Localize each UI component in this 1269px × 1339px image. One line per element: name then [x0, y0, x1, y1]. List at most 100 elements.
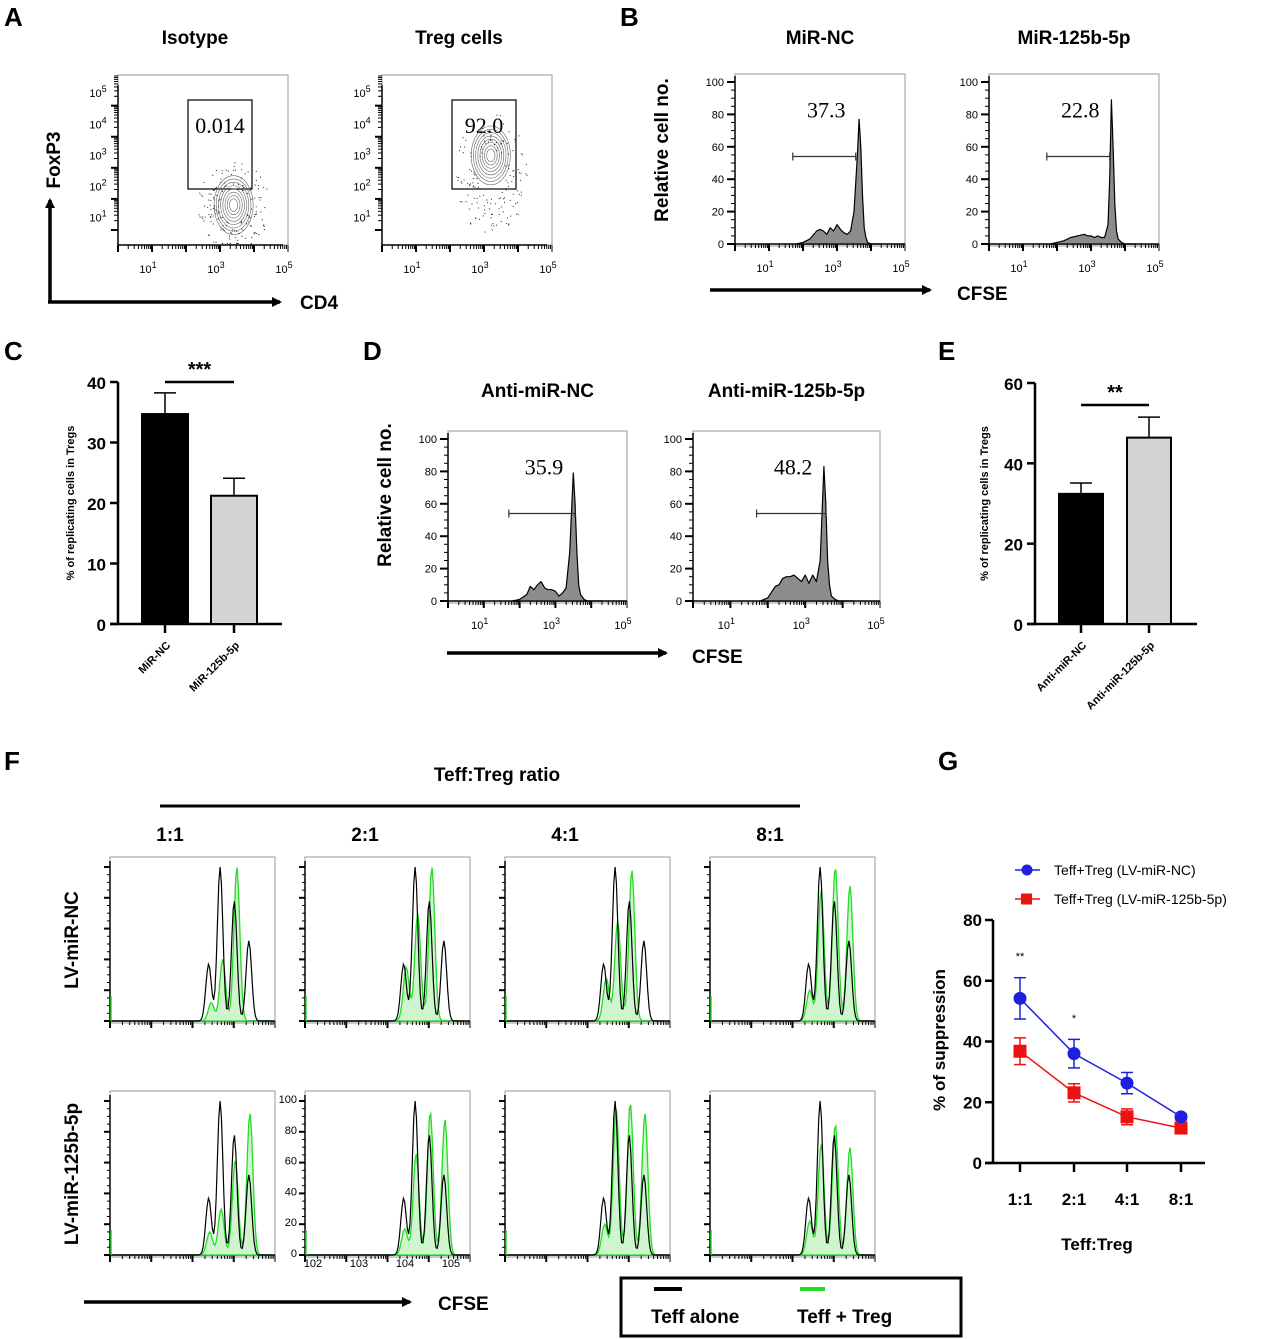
- y-tick-label: 80: [670, 466, 682, 478]
- y-tick-label: 101: [353, 209, 370, 225]
- event-dot: [456, 176, 458, 178]
- event-dot: [208, 234, 210, 236]
- event-dot: [500, 115, 502, 117]
- event-dot: [525, 164, 527, 166]
- event-dot: [263, 228, 265, 230]
- event-dot: [483, 135, 485, 137]
- event-dot: [479, 195, 481, 197]
- event-dot: [212, 189, 214, 191]
- column-label-2-1: 2:1: [351, 825, 379, 846]
- x-tick-label: 103: [350, 1258, 368, 1270]
- event-dot: [225, 169, 227, 171]
- overlay-histogram-lv-mir-125b-5p-2-1: 0 20 40 60 80 100 102 103 104 105: [279, 1090, 471, 1270]
- plot-title: Isotype: [162, 28, 229, 49]
- histogram-mir-125b-5p: MiR-125b-5p 0 20 40 60 80 100 101 103 105 22.8: [960, 28, 1164, 275]
- teff-alone-curve: [308, 866, 465, 1022]
- event-dot: [212, 207, 214, 209]
- plot-frame: [504, 856, 671, 1024]
- event-dot: [216, 210, 218, 212]
- gate-value: 92.0: [465, 113, 504, 138]
- event-dot: [483, 205, 485, 207]
- x-tick-label: MiR-125b-5p: [187, 639, 242, 694]
- event-dot: [242, 190, 244, 192]
- event-dot: [502, 198, 504, 200]
- contour-line: [220, 185, 247, 225]
- event-dot: [520, 153, 522, 155]
- histogram-area: [759, 465, 855, 602]
- event-dot: [505, 189, 507, 191]
- event-dot: [498, 208, 500, 210]
- event-dot: [204, 216, 206, 218]
- event-dot: [255, 233, 257, 235]
- event-dot: [258, 197, 260, 199]
- event-dot: [266, 188, 268, 190]
- legend-label: Teff + Treg: [797, 1307, 892, 1328]
- panel-label-c: C: [4, 336, 23, 366]
- x-tick-label: 103: [543, 616, 560, 632]
- x-axis-label: CFSE: [957, 284, 1008, 305]
- y-tick-label: 40: [966, 174, 978, 186]
- x-tick-label: MiR-NC: [137, 640, 174, 677]
- event-dot: [251, 185, 253, 187]
- event-dot: [251, 208, 253, 210]
- event-dot: [201, 216, 203, 218]
- event-dot: [225, 185, 227, 187]
- event-dot: [198, 214, 200, 216]
- teff-treg-curve: [308, 1111, 465, 1256]
- y-tick-label: 103: [353, 146, 370, 162]
- x-tick-label: 101: [471, 616, 488, 632]
- event-dot: [481, 152, 483, 154]
- significance-marker: **: [1016, 951, 1025, 963]
- y-tick-label: 60: [285, 1156, 297, 1168]
- event-dot: [241, 235, 243, 237]
- event-dot: [214, 205, 216, 207]
- event-dot: [459, 201, 461, 203]
- event-dot: [249, 217, 251, 219]
- teff-alone-curve: [713, 866, 870, 1022]
- y-axis-label: FoxP3: [44, 131, 65, 188]
- series-lv-mir-125b-5p: [1013, 1037, 1188, 1135]
- event-dot: [231, 232, 233, 234]
- event-dot: [214, 209, 216, 211]
- event-dot: [491, 229, 493, 231]
- x-tick-label: 101: [139, 260, 156, 276]
- event-dot: [487, 141, 489, 143]
- x-axis-label: Teff:Treg: [1061, 1235, 1132, 1254]
- event-dot: [207, 207, 209, 209]
- y-tick-label: 0: [973, 1154, 982, 1173]
- event-dot: [501, 191, 503, 193]
- event-dot: [496, 114, 498, 116]
- event-dot: [502, 140, 504, 142]
- event-dot: [463, 179, 465, 181]
- y-tick-label: 102: [353, 177, 370, 193]
- event-dot: [516, 202, 518, 204]
- flow-plot-0-isotype: Isotype 101 102 103 104 105 101 103 105 0.014: [89, 28, 292, 276]
- event-dot: [241, 163, 243, 165]
- event-dot: [520, 172, 522, 174]
- event-dot: [508, 168, 510, 170]
- event-dot: [218, 212, 220, 214]
- event-dot: [247, 171, 249, 173]
- event-dot: [209, 204, 211, 206]
- event-dot: [475, 217, 477, 219]
- histogram-mir-nc: MiR-NC 0 20 40 60 80 100 101 103 105 37.3: [706, 28, 910, 275]
- event-dot: [469, 185, 471, 187]
- event-dot: [253, 215, 255, 217]
- event-dot: [519, 179, 521, 181]
- event-dot: [511, 181, 513, 183]
- y-tick-label: 20: [670, 564, 682, 576]
- contour-line: [218, 182, 250, 229]
- event-dot: [476, 198, 478, 200]
- y-tick-label: 20: [87, 495, 106, 514]
- event-dot: [220, 229, 222, 231]
- x-axis-label: CD4: [300, 293, 338, 314]
- event-dot: [462, 152, 464, 154]
- overlay-histogram-lv-mir-125b-5p-1-1: [104, 1090, 276, 1262]
- event-dot: [504, 201, 506, 203]
- event-dot: [512, 205, 514, 207]
- y-tick-label: 60: [1004, 375, 1023, 394]
- row-label-lv-mir-nc: LV-miR-NC: [62, 891, 83, 989]
- data-point-square: [1120, 1110, 1134, 1124]
- y-tick-label: 60: [712, 142, 724, 154]
- histogram-area: [1049, 99, 1136, 245]
